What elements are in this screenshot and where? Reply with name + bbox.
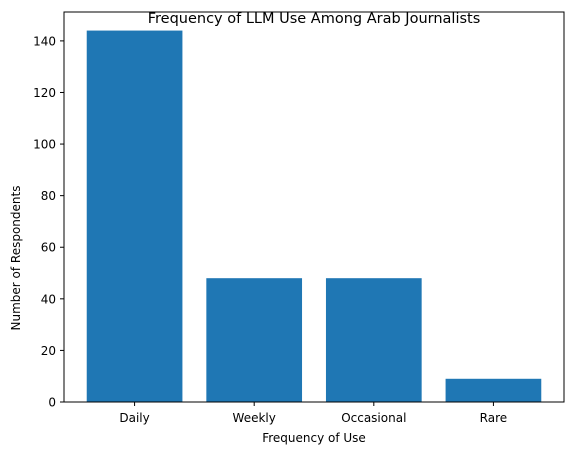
plot-frame: [63, 11, 565, 403]
x-axis-label: Frequency of Use: [262, 431, 366, 445]
bar-rare: [445, 378, 542, 402]
x-tick-label: Daily: [119, 411, 149, 425]
y-axis-label: Number of Respondents: [9, 186, 23, 331]
chart-title: Frequency of LLM Use Among Arab Journali…: [148, 11, 481, 27]
y-tick-label: 100: [33, 138, 56, 152]
x-tick-label: Weekly: [233, 411, 276, 425]
y-tick-label: 120: [33, 86, 56, 100]
y-tick-label: 140: [33, 34, 56, 48]
x-axis-ticks: Daily Weekly Occasional Rare: [119, 402, 507, 425]
y-axis-ticks: 0 20 40 60 80 100 120 140: [33, 34, 64, 410]
y-tick-label: 60: [41, 241, 56, 255]
bars-group: [86, 30, 542, 402]
x-tick-label: Rare: [480, 411, 507, 425]
bar-occasional: [325, 278, 422, 402]
y-tick-label: 80: [41, 189, 56, 203]
bar-daily: [86, 30, 183, 402]
y-tick-label: 0: [48, 396, 56, 410]
bar-weekly: [206, 278, 303, 402]
y-tick-label: 20: [41, 344, 56, 358]
x-tick-label: Occasional: [341, 411, 406, 425]
y-tick-label: 40: [41, 292, 56, 306]
